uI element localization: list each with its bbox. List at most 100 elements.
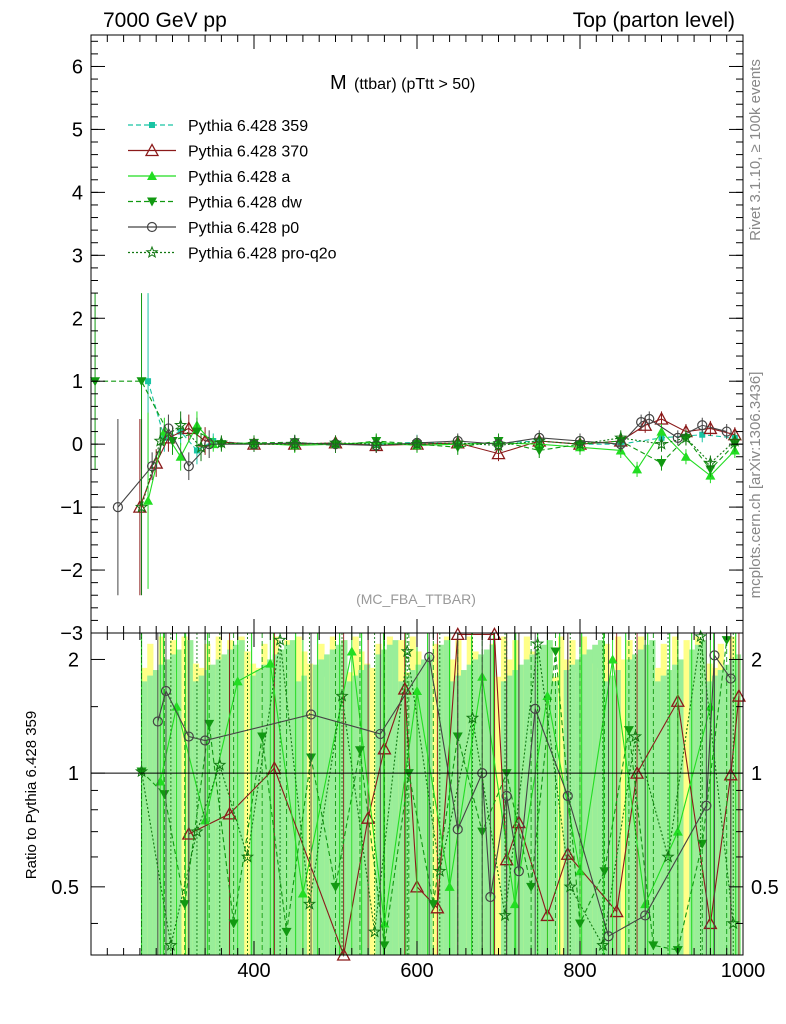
x-tick-label: 600 bbox=[400, 960, 433, 982]
data-point bbox=[697, 420, 708, 431]
ratio-band-green bbox=[215, 659, 222, 955]
ratio-band-yellow bbox=[495, 676, 502, 955]
data-point bbox=[656, 426, 667, 436]
ratio-band-green bbox=[227, 649, 234, 955]
ratio-panel bbox=[140, 633, 742, 955]
y-tick-label: 3 bbox=[72, 245, 83, 267]
ratio-band-green bbox=[575, 659, 582, 955]
y-tick-label: 1 bbox=[72, 371, 83, 393]
ratio-data-point bbox=[433, 864, 447, 877]
ratio-band-yellow bbox=[244, 651, 251, 955]
legend-label: Pythia 6.428 p0 bbox=[188, 220, 299, 237]
y-tick-label: −2 bbox=[60, 560, 83, 582]
data-point bbox=[193, 447, 200, 454]
ratio-data-point bbox=[452, 824, 463, 835]
ratio-band-green bbox=[706, 681, 713, 955]
data-point bbox=[703, 456, 717, 469]
ratio-band-green bbox=[346, 681, 354, 955]
ratio-band-green bbox=[580, 654, 588, 955]
ratio-band-green bbox=[301, 675, 308, 955]
data-point bbox=[194, 440, 208, 453]
ratio-data-point bbox=[530, 703, 541, 714]
ratio-y-tick-label: 1 bbox=[68, 763, 79, 785]
legend: Pythia 6.428 359 Pythia 6.428 370 Pythia 6… bbox=[128, 118, 337, 263]
mcplots-label: mcplots.cern.ch [arXiv:1306.3436] bbox=[747, 372, 764, 599]
ratio-data-point bbox=[424, 651, 435, 663]
ratio-band-green bbox=[466, 664, 473, 955]
ratio-data-point bbox=[302, 897, 317, 910]
data-point bbox=[247, 437, 261, 450]
ratio-band-green bbox=[152, 670, 160, 955]
plot-title-sub: (ttbar) (pTtt > 50) bbox=[354, 76, 475, 93]
data-point bbox=[134, 500, 149, 513]
ratio-data-point bbox=[354, 746, 365, 756]
data-point bbox=[491, 446, 506, 460]
ratio-data-point bbox=[526, 882, 537, 892]
ratio-data-point bbox=[725, 673, 736, 684]
ratio-data-point bbox=[487, 627, 502, 641]
ratio-band-green bbox=[255, 670, 262, 955]
ratio-band-green bbox=[375, 654, 382, 955]
ratio-data-point bbox=[531, 636, 545, 650]
ratio-band-green bbox=[734, 654, 742, 955]
data-point bbox=[654, 411, 669, 425]
data-point bbox=[728, 434, 742, 447]
data-point bbox=[534, 446, 545, 456]
data-point bbox=[288, 437, 302, 450]
data-point bbox=[167, 437, 178, 447]
series-line bbox=[147, 381, 735, 452]
ratio-band-green bbox=[170, 654, 177, 955]
ratio-data-point bbox=[159, 790, 170, 800]
ratio-band-green bbox=[192, 681, 200, 955]
ratio-band-green bbox=[352, 675, 359, 955]
ratio-band-green bbox=[717, 670, 724, 955]
ratio-data-point bbox=[232, 676, 243, 686]
ratio-band-green bbox=[421, 659, 428, 955]
data-point bbox=[136, 377, 147, 387]
ratio-band-green bbox=[677, 659, 685, 955]
ratio-data-point bbox=[697, 839, 708, 849]
legend-marker bbox=[145, 245, 159, 259]
data-point bbox=[410, 437, 424, 450]
legend-marker bbox=[147, 171, 157, 180]
ratio-band-green bbox=[249, 675, 257, 955]
ratio-data-point bbox=[721, 636, 732, 646]
ratio-data-point bbox=[607, 654, 618, 664]
ratio-data-point bbox=[257, 732, 268, 742]
ratio-data-point bbox=[265, 658, 276, 668]
ratio-band-green bbox=[295, 681, 302, 955]
ratio-band-green bbox=[398, 681, 405, 955]
ratio-data-point bbox=[200, 735, 211, 746]
data-point bbox=[451, 435, 465, 449]
data-point bbox=[369, 437, 383, 450]
data-point bbox=[132, 499, 147, 513]
ratio-band-green bbox=[461, 670, 468, 955]
ratio-data-point bbox=[171, 701, 182, 711]
ratio-band-green bbox=[232, 644, 240, 955]
legend-label: Pythia 6.428 359 bbox=[188, 118, 308, 135]
rivet-version-label: Rivet 3.1.10, ≥ 100k events bbox=[747, 59, 764, 241]
ratio-series-line bbox=[157, 653, 732, 938]
ratio-band-green bbox=[569, 664, 576, 955]
data-point bbox=[644, 413, 655, 425]
ratio-data-point bbox=[222, 806, 237, 820]
ratio-data-point bbox=[428, 900, 439, 910]
data-point bbox=[145, 378, 152, 385]
ratio-data-point bbox=[346, 646, 357, 656]
ratio-data-point bbox=[213, 758, 227, 771]
ratio-data-point bbox=[335, 689, 349, 702]
ratio-data-point bbox=[164, 938, 178, 951]
data-point bbox=[632, 464, 643, 474]
ratio-band-green bbox=[660, 675, 667, 955]
ratio-data-point bbox=[485, 891, 496, 903]
y-tick-label: 5 bbox=[72, 119, 83, 141]
ratio-band-green bbox=[523, 659, 530, 955]
ratio-band-green bbox=[712, 675, 719, 955]
ratio-band-green bbox=[329, 649, 336, 955]
ratio-data-point bbox=[297, 888, 308, 898]
data-point bbox=[112, 502, 123, 513]
ratio-data-point bbox=[596, 938, 610, 951]
x-tick-label: 400 bbox=[237, 960, 270, 982]
ratio-data-point bbox=[204, 719, 215, 729]
